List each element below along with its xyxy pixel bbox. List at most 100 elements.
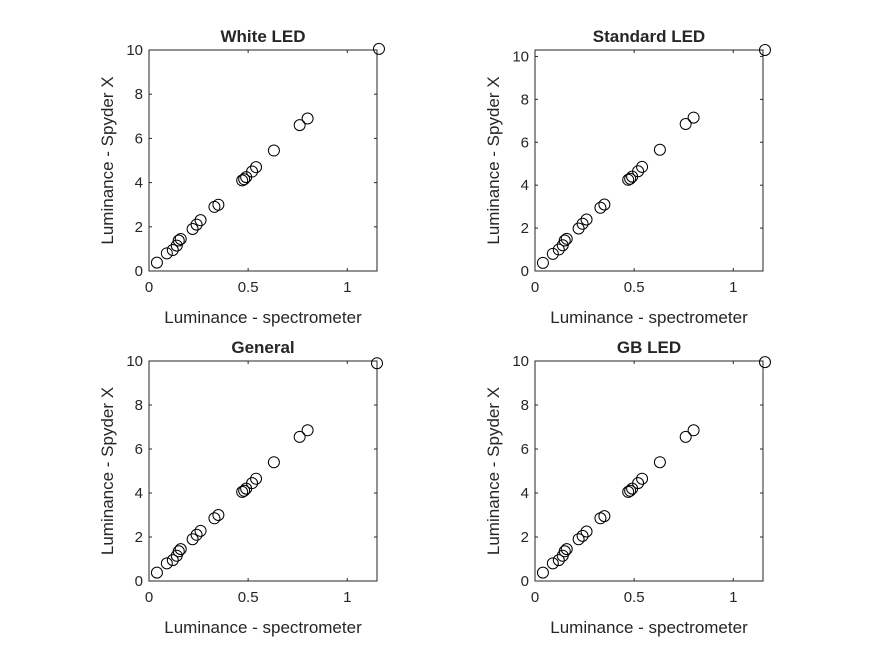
data-point bbox=[624, 172, 637, 185]
data-point bbox=[560, 543, 573, 556]
data-point bbox=[267, 144, 280, 157]
data-point bbox=[160, 247, 173, 260]
data-point bbox=[546, 557, 559, 570]
chart-title: Standard LED bbox=[593, 27, 705, 46]
axes-box bbox=[534, 49, 764, 272]
y-axis-label: Luminance - Spyder X bbox=[484, 387, 503, 555]
data-point bbox=[186, 533, 199, 546]
data-point bbox=[552, 243, 565, 256]
data-point bbox=[371, 357, 383, 370]
data-point bbox=[172, 545, 185, 558]
y-tick-label: 2 bbox=[135, 529, 143, 546]
data-point bbox=[190, 218, 203, 231]
x-axis-label: Luminance - spectrometer bbox=[550, 308, 748, 327]
data-point bbox=[598, 510, 611, 523]
data-point bbox=[194, 214, 207, 227]
y-tick-label: 6 bbox=[135, 130, 143, 147]
y-tick-label: 6 bbox=[521, 134, 529, 151]
y-tick-label: 4 bbox=[521, 485, 529, 502]
data-point bbox=[536, 566, 549, 579]
x-tick-label: 1 bbox=[343, 279, 351, 296]
data-point bbox=[236, 485, 249, 498]
data-point bbox=[150, 566, 163, 579]
data-point bbox=[150, 256, 163, 269]
data-point bbox=[536, 256, 549, 269]
y-tick-label: 2 bbox=[521, 529, 529, 546]
data-point bbox=[267, 456, 280, 469]
x-tick-label: 0 bbox=[531, 589, 539, 606]
x-axis-label: Luminance - spectrometer bbox=[550, 618, 748, 637]
data-point bbox=[622, 173, 635, 186]
x-tick-label: 0.5 bbox=[238, 589, 259, 606]
data-point bbox=[580, 213, 593, 226]
data-point bbox=[172, 234, 185, 247]
data-point bbox=[246, 165, 259, 178]
data-point bbox=[758, 44, 771, 56]
y-tick-label: 2 bbox=[521, 220, 529, 237]
data-point bbox=[246, 477, 259, 490]
data-point bbox=[594, 201, 607, 214]
data-point bbox=[687, 111, 700, 124]
data-point bbox=[632, 477, 645, 490]
y-tick-label: 6 bbox=[135, 441, 143, 458]
data-point bbox=[558, 234, 571, 247]
data-point bbox=[236, 174, 249, 187]
data-point bbox=[758, 356, 771, 369]
chart-title: General bbox=[231, 338, 294, 357]
y-tick-label: 4 bbox=[521, 177, 529, 194]
data-point bbox=[186, 223, 199, 236]
y-tick-label: 10 bbox=[512, 48, 529, 65]
data-point bbox=[250, 161, 263, 174]
data-point bbox=[212, 509, 225, 521]
data-point bbox=[293, 119, 306, 132]
y-tick-label: 0 bbox=[521, 263, 529, 280]
y-tick-label: 8 bbox=[135, 86, 143, 103]
y-tick-label: 0 bbox=[135, 263, 143, 280]
y-tick-label: 2 bbox=[135, 219, 143, 236]
data-point bbox=[174, 232, 187, 245]
x-tick-label: 1 bbox=[343, 589, 351, 606]
data-point bbox=[212, 198, 225, 211]
data-point bbox=[598, 198, 611, 211]
data-point bbox=[560, 232, 573, 245]
y-axis-label: Luminance - Spyder X bbox=[98, 387, 117, 555]
x-tick-label: 0 bbox=[145, 589, 153, 606]
data-point bbox=[174, 543, 187, 556]
y-tick-label: 10 bbox=[512, 353, 529, 370]
y-axis-label: Luminance - Spyder X bbox=[98, 76, 117, 244]
data-point bbox=[572, 533, 585, 546]
data-point bbox=[576, 217, 589, 230]
chart-title: GB LED bbox=[617, 338, 681, 357]
axes-box bbox=[148, 360, 378, 582]
data-point bbox=[194, 524, 207, 537]
x-tick-label: 0 bbox=[531, 279, 539, 296]
data-point bbox=[166, 554, 179, 567]
data-point bbox=[372, 42, 385, 55]
x-axis-label: Luminance - spectrometer bbox=[164, 618, 362, 637]
data-point bbox=[580, 525, 593, 538]
data-point bbox=[624, 484, 637, 497]
data-point bbox=[687, 424, 700, 437]
y-tick-label: 0 bbox=[135, 573, 143, 590]
data-point bbox=[160, 557, 173, 570]
data-point bbox=[552, 554, 565, 567]
data-point bbox=[636, 472, 649, 485]
data-point bbox=[301, 112, 314, 125]
y-tick-label: 8 bbox=[521, 397, 529, 414]
x-tick-label: 0.5 bbox=[624, 589, 645, 606]
data-point bbox=[293, 430, 306, 443]
data-point bbox=[208, 512, 221, 525]
y-tick-label: 8 bbox=[135, 397, 143, 414]
data-point bbox=[576, 529, 589, 542]
data-point bbox=[572, 222, 585, 235]
axes-box bbox=[148, 49, 378, 272]
data-point bbox=[190, 528, 203, 541]
y-tick-label: 10 bbox=[126, 42, 143, 59]
data-point bbox=[301, 424, 314, 437]
data-point bbox=[636, 160, 649, 173]
data-point bbox=[238, 173, 251, 186]
data-point bbox=[558, 545, 571, 558]
